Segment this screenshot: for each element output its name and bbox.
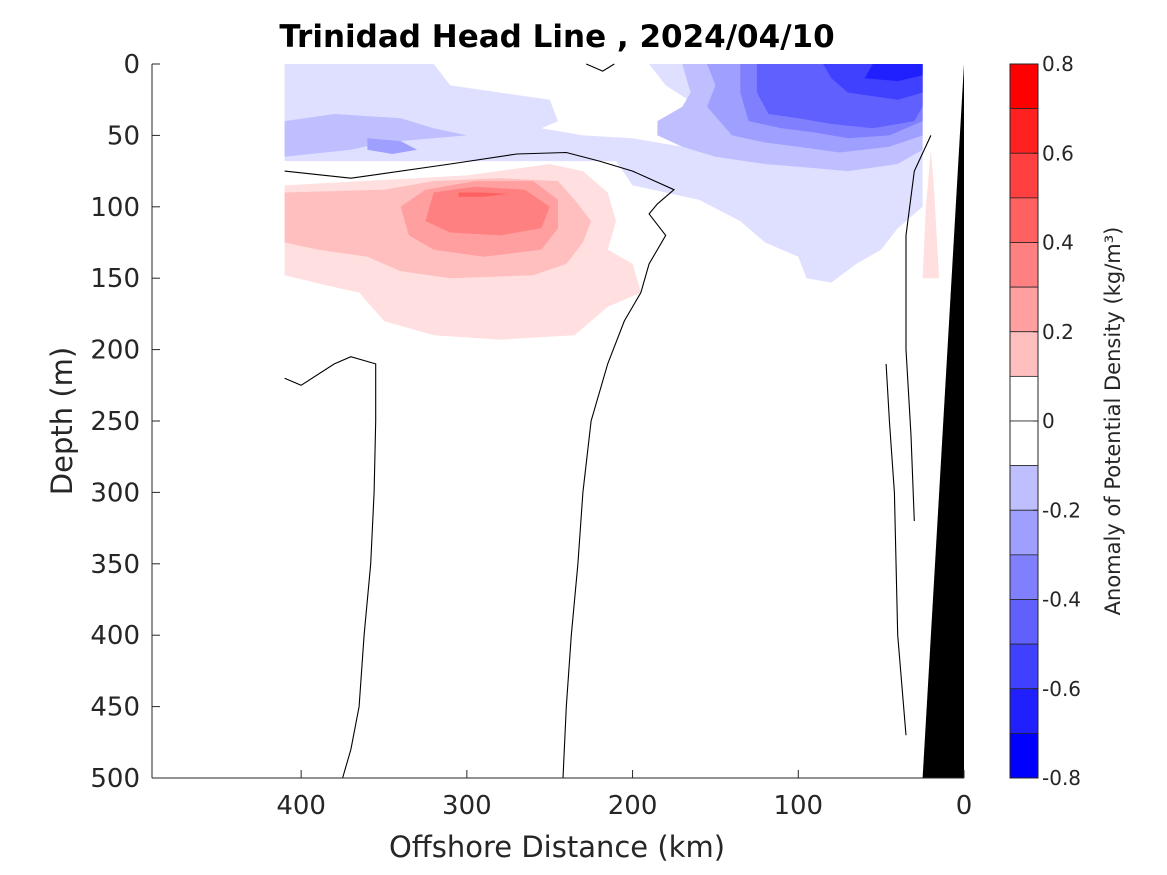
colorbar-tick-label: -0.4: [1042, 588, 1081, 612]
x-axis-label: Offshore Distance (km): [389, 830, 725, 864]
colorbar-tick-label: 0.8: [1042, 52, 1074, 76]
colorbar-segment: [1009, 465, 1039, 511]
y-axis-label: Depth (m): [45, 347, 79, 495]
zero-contour-lines: [284, 63, 932, 779]
contour-fill: [864, 64, 923, 82]
colorbar-segment: [1009, 375, 1039, 422]
zero-contour-line: [284, 151, 676, 779]
colorbar-segment: [1009, 688, 1039, 734]
zero-contour-line: [905, 135, 932, 522]
colorbar-segment: [1009, 242, 1039, 288]
y-tick-label: 100: [90, 193, 140, 223]
colorbar-tick-label: 0.2: [1042, 320, 1074, 344]
plot-area: 400 300 200 100 0 0 50 100 150 200 250 300 350 400 45…: [90, 50, 972, 821]
colorbar-tick-label: 0: [1042, 409, 1055, 433]
x-tick-label: 0: [956, 791, 973, 821]
colorbar: 0.8 0.6 0.4 0.2 0 -0.2 -0.4 -0.6 -0.8: [1009, 52, 1081, 790]
colorbar-segment: [1009, 197, 1039, 243]
colorbar-segment: [1009, 599, 1039, 645]
x-tick-label: 100: [773, 791, 823, 821]
contour-fill: [284, 114, 467, 157]
y-tick-label: 150: [90, 264, 140, 294]
y-tick-label: 200: [90, 336, 140, 366]
colorbar-segment: [1009, 509, 1039, 556]
zero-contour-line: [585, 63, 615, 72]
y-tick-label: 300: [90, 478, 140, 508]
chart-title: Trinidad Head Line , 2024/04/10: [279, 19, 834, 55]
y-tick-label: 0: [123, 50, 140, 80]
zero-contour-line: [284, 356, 377, 779]
y-ticks: 0 50 100 150 200 250 300 350 400 450 500: [90, 50, 160, 794]
colorbar-segment: [1009, 63, 1039, 110]
x-tick-label: 200: [608, 791, 658, 821]
contour-fill: [425, 186, 550, 236]
y-tick-label: 50: [107, 121, 140, 151]
colorbar-segment: [1009, 108, 1039, 154]
land-mask-group: [922, 64, 964, 778]
y-tick-label: 250: [90, 407, 140, 437]
colorbar-label: Anomaly of Potential Density (kg/m³): [1101, 227, 1125, 616]
land-mask: [922, 64, 964, 778]
colorbar-segment: [1009, 286, 1039, 333]
x-ticks: 400 300 200 100 0: [276, 770, 972, 821]
colorbar-segment: [1009, 554, 1039, 600]
colorbar-segment: [1009, 643, 1039, 690]
colorbar-tick-label: -0.2: [1042, 498, 1081, 522]
colorbar-segment: [1009, 331, 1039, 377]
colorbar-tick-label: 0.4: [1042, 231, 1074, 255]
y-tick-label: 450: [90, 693, 140, 723]
colorbar-tick-label: -0.6: [1042, 677, 1081, 701]
filled-contours: [284, 64, 940, 340]
y-tick-label: 400: [90, 621, 140, 651]
colorbar-segment: [1009, 420, 1039, 467]
colorbar-segment: [1009, 732, 1039, 779]
colorbar-segment: [1009, 152, 1039, 199]
x-tick-label: 400: [276, 791, 326, 821]
contour-fill: [458, 192, 509, 197]
zero-contour-line: [885, 363, 907, 736]
y-tick-label: 500: [90, 764, 140, 794]
contour-fill: [922, 149, 940, 279]
colorbar-tick-label: 0.6: [1042, 141, 1074, 165]
y-tick-label: 350: [90, 550, 140, 580]
x-tick-label: 300: [442, 791, 492, 821]
colorbar-tick-label: -0.8: [1042, 766, 1081, 790]
contour-fill: [367, 138, 418, 154]
